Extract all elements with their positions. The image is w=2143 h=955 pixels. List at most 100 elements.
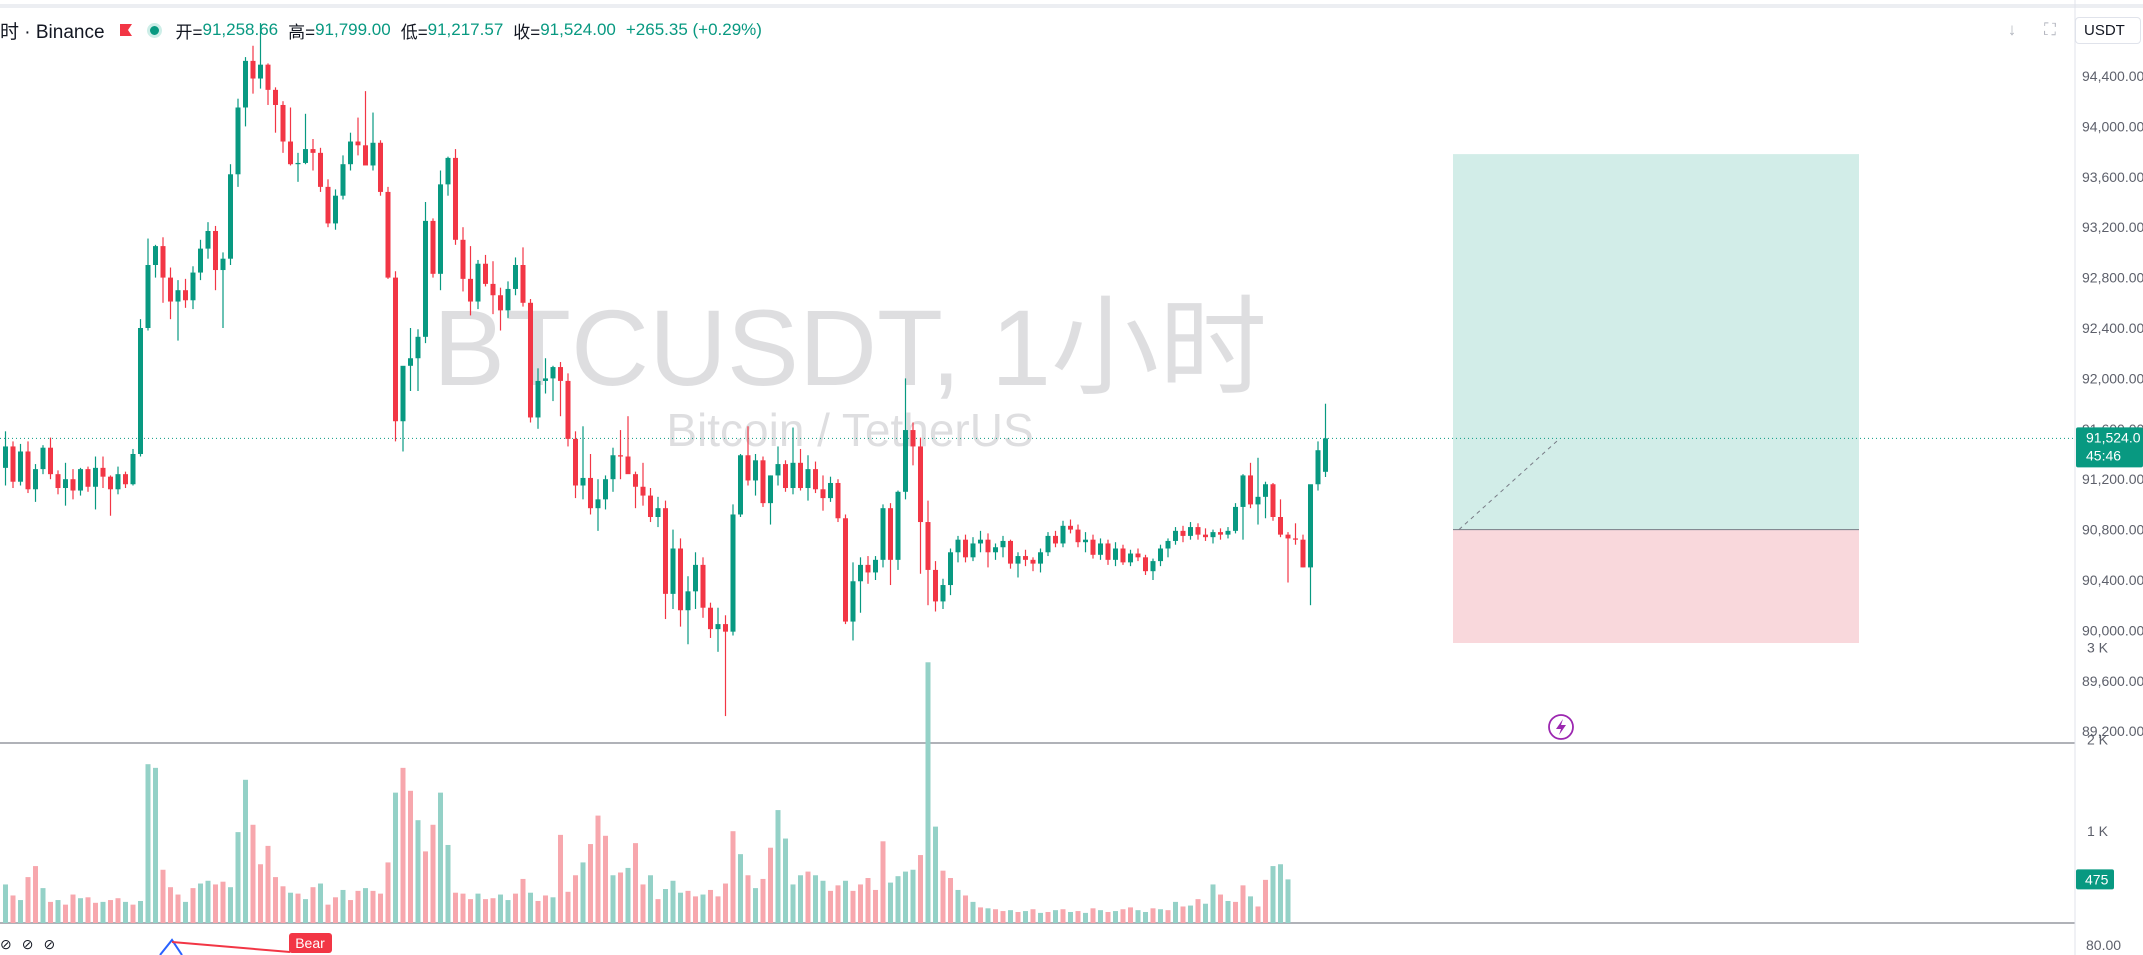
volume-bar xyxy=(423,851,428,923)
candle xyxy=(153,244,158,278)
candle xyxy=(130,448,136,486)
candle-body xyxy=(18,451,23,482)
candle-body xyxy=(550,367,556,379)
candle xyxy=(325,179,331,228)
volume-bar xyxy=(55,900,61,923)
volume-bar xyxy=(775,810,781,923)
candle xyxy=(1270,482,1276,521)
volume-bar xyxy=(1098,910,1103,923)
price-tick-label: 90,000.00 xyxy=(2082,622,2143,638)
candle-body xyxy=(40,447,46,470)
volume-bar xyxy=(1255,906,1261,923)
candle-body xyxy=(348,141,353,165)
candle xyxy=(355,117,361,156)
volume-bar xyxy=(1008,910,1013,923)
candle-body xyxy=(183,290,188,301)
candle xyxy=(1255,457,1261,525)
candle xyxy=(288,107,293,166)
candle-body xyxy=(115,474,121,490)
candle-body xyxy=(573,438,578,486)
volume-bar xyxy=(175,894,181,923)
candle-body xyxy=(700,564,706,608)
settings-icon[interactable]: ⊘ xyxy=(21,936,34,952)
candle-body xyxy=(663,508,668,594)
candle xyxy=(160,237,166,303)
candle-body xyxy=(108,476,113,490)
volume-bar xyxy=(153,767,158,923)
volume-bar xyxy=(843,880,848,923)
candle-body xyxy=(880,508,886,560)
symbol-label[interactable]: 时 · Binance xyxy=(0,21,105,43)
volume-bar xyxy=(925,662,931,923)
candle-body xyxy=(1270,484,1276,517)
candle-body xyxy=(1233,506,1238,531)
candle xyxy=(505,281,511,318)
candle-body xyxy=(888,508,893,560)
volume-bar xyxy=(1083,912,1088,923)
candle-body xyxy=(393,277,398,422)
candle-body xyxy=(213,230,218,271)
candle xyxy=(1143,554,1148,575)
candle xyxy=(33,464,38,502)
candle xyxy=(100,456,106,489)
candle xyxy=(595,479,601,531)
candle-body xyxy=(948,552,953,586)
candle-body xyxy=(78,469,83,491)
candle-body xyxy=(1053,535,1058,544)
candle-body xyxy=(130,454,136,485)
candle-body xyxy=(63,479,68,489)
low-value: 91,217.57 xyxy=(427,20,504,39)
candle-body xyxy=(1105,543,1111,560)
volume-bar xyxy=(1015,911,1021,923)
candle xyxy=(588,454,593,515)
volume-bar xyxy=(933,826,938,923)
candle xyxy=(573,431,578,499)
candle-body xyxy=(798,462,803,489)
candle-body xyxy=(468,278,473,302)
candle-body xyxy=(1060,525,1066,544)
candle-body xyxy=(670,548,676,594)
candle-body xyxy=(1038,552,1043,564)
currency-selector[interactable]: USDT xyxy=(2075,16,2141,44)
volume-bar xyxy=(888,882,893,923)
candle xyxy=(453,149,458,245)
price-tick-label: 89,600.00 xyxy=(2082,673,2143,689)
low-label: 低= xyxy=(400,22,428,42)
candle-body xyxy=(205,230,211,249)
candle-body xyxy=(978,539,983,544)
candle-body xyxy=(93,467,98,487)
volume-bar xyxy=(745,875,751,923)
candle-body xyxy=(168,277,173,302)
candle xyxy=(115,466,121,495)
price-tick-label: 89,200.00 xyxy=(2082,723,2143,739)
visibility-icon[interactable]: ⊘ xyxy=(0,936,12,952)
volume-bar xyxy=(273,877,278,923)
volume-bar xyxy=(400,767,406,923)
candle xyxy=(475,259,481,310)
candle-body xyxy=(1150,561,1156,572)
candle xyxy=(198,239,203,281)
volume-bar xyxy=(535,900,541,923)
volume-bar xyxy=(303,899,308,923)
candle xyxy=(1128,549,1133,567)
flag-icon[interactable] xyxy=(119,23,133,37)
candle xyxy=(1030,557,1036,572)
volume-bar xyxy=(640,884,646,923)
candle xyxy=(970,537,976,562)
screenshot-icon[interactable]: ⛶ xyxy=(2044,20,2056,39)
bear-label: Bear xyxy=(295,935,325,951)
candle xyxy=(708,602,713,638)
candle-body xyxy=(790,462,796,489)
arrow-down-icon[interactable]: ↓ xyxy=(2007,20,2017,39)
volume-bar xyxy=(955,889,961,923)
volume-bar xyxy=(220,881,226,923)
candle xyxy=(310,139,316,171)
candle xyxy=(1203,528,1208,541)
volume-bar xyxy=(468,899,473,923)
candle xyxy=(378,140,383,196)
volume-bar xyxy=(663,889,668,923)
remove-icon[interactable]: ⊘ xyxy=(43,936,56,952)
volume-bar xyxy=(18,900,23,923)
candle-body xyxy=(1135,553,1141,558)
